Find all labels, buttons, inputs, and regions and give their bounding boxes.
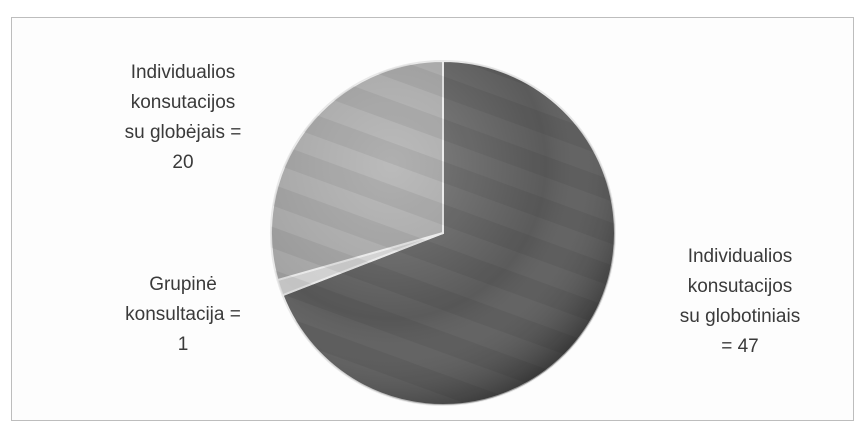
label-group-consultation: Grupinė konsultacija = 1 (125, 274, 241, 355)
label-individual-guardians: Individualios konsutacijos su globėjais … (124, 62, 242, 173)
label-individual-wards: Individualios konsutacijos su globotinia… (679, 246, 801, 357)
pie-texture (271, 61, 615, 405)
